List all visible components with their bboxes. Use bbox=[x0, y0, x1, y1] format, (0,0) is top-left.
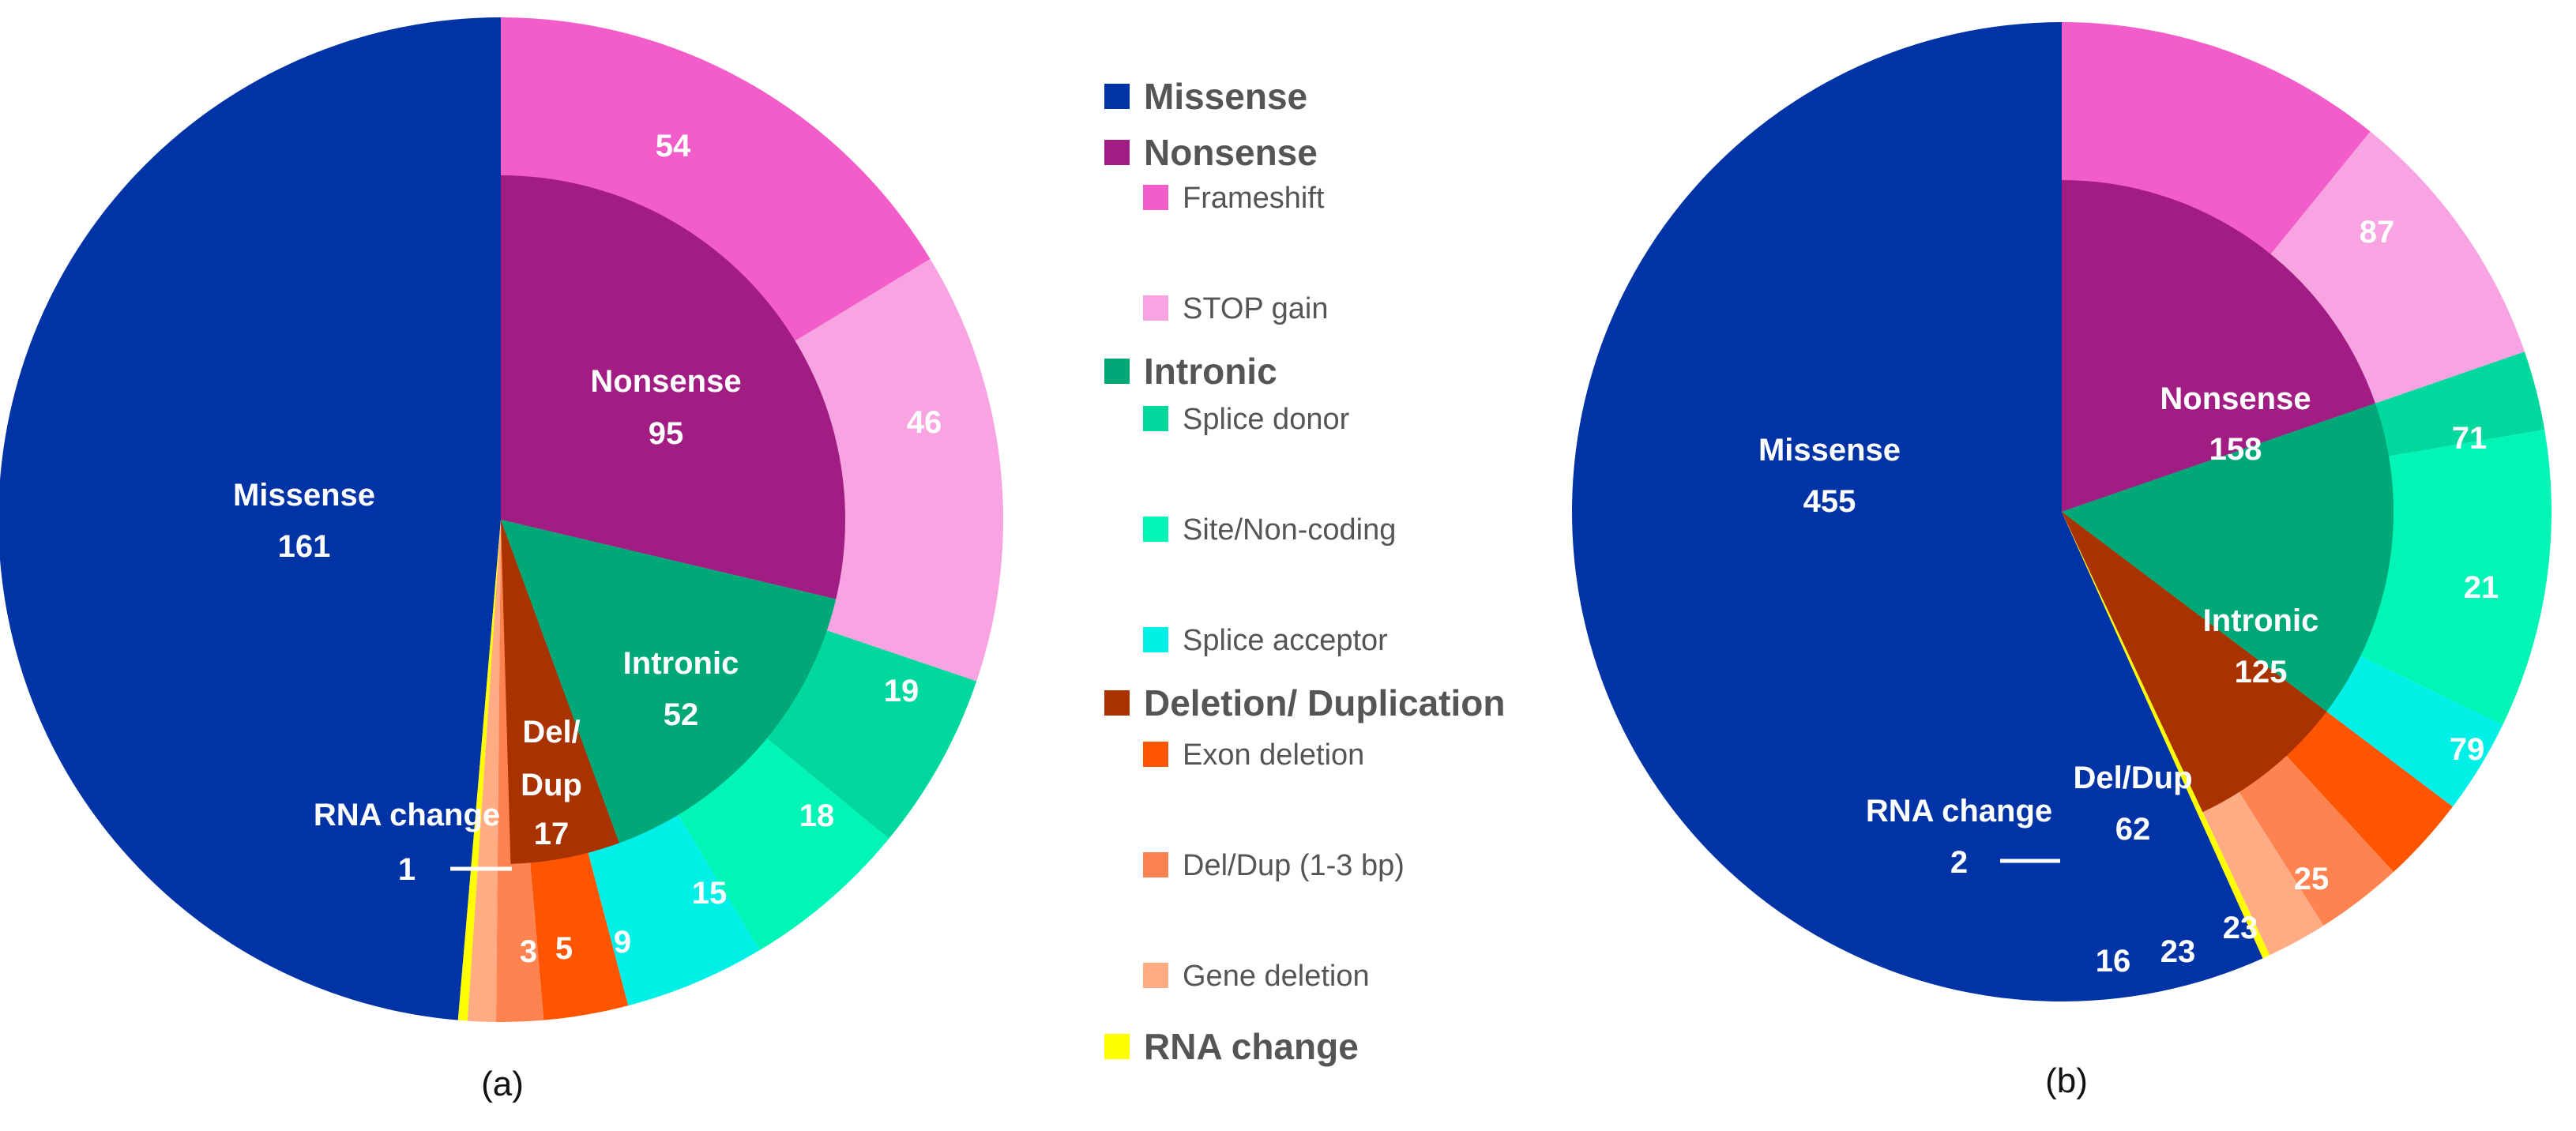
intronic-name-b: Intronic bbox=[2203, 603, 2319, 638]
legend-swatch-site-non-coding bbox=[1143, 517, 1168, 542]
deldup-name-line1-a: Del/ bbox=[522, 715, 580, 750]
intronic-value-a: 52 bbox=[664, 697, 699, 732]
pie-chart-b: Missense 455 Nonsense 158 Intronic 125 D… bbox=[1571, 22, 2552, 1100]
frameshift-value-a: 54 bbox=[656, 129, 691, 163]
missense-name-b: Missense bbox=[1758, 433, 1901, 468]
exon-deletion-value-a: 9 bbox=[614, 925, 631, 960]
legend-swatch-del-dup-1-3-bp bbox=[1143, 852, 1168, 877]
inner-slice-intronic-a bbox=[501, 520, 837, 844]
intronic-value-b: 125 bbox=[2235, 655, 2288, 689]
legend-label-exon-deletion: Exon deletion bbox=[1183, 738, 1364, 772]
legend-swatch-nonsense bbox=[1104, 140, 1130, 165]
nonsense-name-a: Nonsense bbox=[590, 364, 741, 399]
slice-missense-a bbox=[0, 17, 501, 1020]
legend-label-del-dup-1-3-bp: Del/Dup (1-3 bp) bbox=[1183, 849, 1405, 882]
legend-label-frameshift: Frameshift bbox=[1183, 182, 1325, 215]
inner-slice-del-dup-a bbox=[501, 520, 619, 864]
legend-label-deletion-duplication: Deletion/ Duplication bbox=[1144, 682, 1505, 723]
nonsense-name-b: Nonsense bbox=[2160, 381, 2311, 416]
deldup-name-line2-a: Dup bbox=[521, 768, 582, 802]
legend-swatch-exon-deletion bbox=[1143, 742, 1168, 767]
caption-a: (a) bbox=[481, 1065, 524, 1103]
legend-label-missense: Missense bbox=[1144, 76, 1307, 117]
del-dup-small-value-b: 23 bbox=[2160, 934, 2196, 969]
stop-gain-value-a: 46 bbox=[907, 405, 942, 440]
intronic-name-a: Intronic bbox=[623, 646, 739, 681]
nonsense-value-b: 158 bbox=[2209, 432, 2262, 467]
frameshift-value-b: 87 bbox=[2360, 215, 2395, 250]
splice-donor-value-b: 21 bbox=[2464, 570, 2499, 605]
legend-swatch-splice-donor bbox=[1143, 406, 1168, 431]
slice-missense-b bbox=[1571, 22, 2263, 1001]
missense-name-a: Missense bbox=[233, 478, 375, 513]
legend-label-splice-donor: Splice donor bbox=[1183, 403, 1350, 436]
legend-swatch-rna-change bbox=[1104, 1034, 1130, 1059]
slice-rna-change-b bbox=[2062, 512, 2270, 959]
stop-gain-value-b: 71 bbox=[2452, 421, 2488, 456]
caption-b: (b) bbox=[2045, 1061, 2088, 1100]
inner-slice-intronic-b bbox=[2062, 403, 2394, 712]
inner-slice-del-dup-b bbox=[2062, 512, 2327, 813]
site-non-coding-value-a: 18 bbox=[799, 798, 835, 833]
legend-swatch-splice-acceptor bbox=[1143, 627, 1168, 652]
legend: Missense Nonsense Frameshift STOP gain Intro… bbox=[1104, 76, 1505, 1067]
nonsense-value-a: 95 bbox=[649, 416, 684, 451]
legend-label-splice-acceptor: Splice acceptor bbox=[1183, 624, 1388, 657]
legend-label-gene-deletion: Gene deletion bbox=[1183, 960, 1370, 993]
legend-label-intronic: Intronic bbox=[1144, 351, 1277, 392]
missense-value-a: 161 bbox=[278, 529, 331, 564]
legend-swatch-deletion-duplication bbox=[1104, 690, 1130, 716]
deldup-value-b: 62 bbox=[2115, 812, 2151, 847]
deldup-value-a: 17 bbox=[534, 817, 570, 851]
exon-deletion-value-b: 23 bbox=[2223, 911, 2258, 945]
legend-label-nonsense: Nonsense bbox=[1144, 132, 1318, 173]
rna-change-value-b: 2 bbox=[1950, 845, 1968, 880]
slice-gene-deletion-a bbox=[467, 520, 501, 1022]
gene-deletion-value-b: 16 bbox=[2096, 944, 2131, 979]
pie-chart-a: Missense 161 Nonsense 95 Intronic 52 Del… bbox=[0, 17, 1004, 1103]
rna-change-name-b: RNA change bbox=[1866, 794, 2052, 829]
splice-donor-value-a: 19 bbox=[884, 674, 919, 708]
inner-slice-nonsense-b bbox=[2062, 180, 2375, 512]
del-dup-small-value-a: 5 bbox=[555, 931, 573, 966]
legend-swatch-stop-gain bbox=[1143, 295, 1168, 321]
rna-change-name-a: RNA change bbox=[314, 798, 500, 832]
splice-acceptor-value-b: 25 bbox=[2294, 862, 2330, 896]
legend-swatch-intronic bbox=[1104, 359, 1130, 384]
rna-change-value-a: 1 bbox=[398, 852, 416, 887]
inner-slice-nonsense-a bbox=[501, 175, 846, 599]
missense-value-b: 455 bbox=[1803, 484, 1856, 519]
legend-label-site-non-coding: Site/Non-coding bbox=[1183, 513, 1396, 547]
site-non-coding-value-b: 79 bbox=[2450, 732, 2485, 767]
legend-label-rna-change: RNA change bbox=[1144, 1026, 1359, 1067]
legend-swatch-missense bbox=[1104, 84, 1130, 109]
legend-label-stop-gain: STOP gain bbox=[1183, 292, 1329, 325]
slice-rna-change-a bbox=[457, 520, 501, 1021]
legend-swatch-frameshift bbox=[1143, 185, 1168, 210]
splice-acceptor-value-a: 15 bbox=[692, 876, 728, 911]
gene-deletion-value-a: 3 bbox=[520, 934, 537, 969]
deldup-name-b: Del/Dup bbox=[2073, 761, 2192, 795]
legend-swatch-gene-deletion bbox=[1143, 963, 1168, 988]
